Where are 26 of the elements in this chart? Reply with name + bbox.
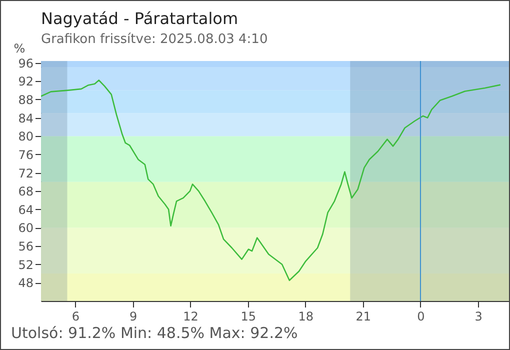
- text: Utolsó: 91.2% Min: 48.5% Max: 92.2%: [11, 324, 298, 342]
- y-tick-label: 84: [18, 111, 34, 126]
- x-tick-label: 0: [417, 310, 425, 324]
- y-tick-label: 52: [18, 258, 34, 272]
- x-tick-label: 12: [183, 310, 198, 324]
- line-series: [41, 80, 502, 282]
- x-tick-label: 9: [129, 310, 138, 324]
- y-tick-label: 96: [18, 56, 34, 70]
- x-tick-label: 15: [240, 310, 256, 324]
- y-tick-label: 76: [18, 148, 34, 162]
- chart-subtitle: Grafikon frissítve: 2025.08.03 4:10: [41, 32, 268, 47]
- y-tick-label: 80: [18, 130, 34, 144]
- y-tick-label: 64: [18, 202, 34, 217]
- y-tick-label: 56: [18, 240, 34, 254]
- y-tick-label: 88: [18, 92, 34, 107]
- x-tick-label: 18: [298, 310, 314, 324]
- y-tick-label: 48: [18, 276, 34, 290]
- y-axis-title: %: [14, 42, 26, 56]
- x-tick-label: 21: [356, 310, 372, 324]
- y-tick-label: 92: [18, 74, 34, 89]
- y-tick-label: 72: [18, 166, 34, 180]
- y-tick-label: 60: [18, 221, 34, 236]
- x-tick-label: 6: [72, 310, 80, 324]
- x-tick-label: 3: [474, 310, 482, 324]
- chart-title: Nagyatád - Páratartalom: [41, 9, 238, 28]
- y-tick-label: 68: [18, 184, 34, 199]
